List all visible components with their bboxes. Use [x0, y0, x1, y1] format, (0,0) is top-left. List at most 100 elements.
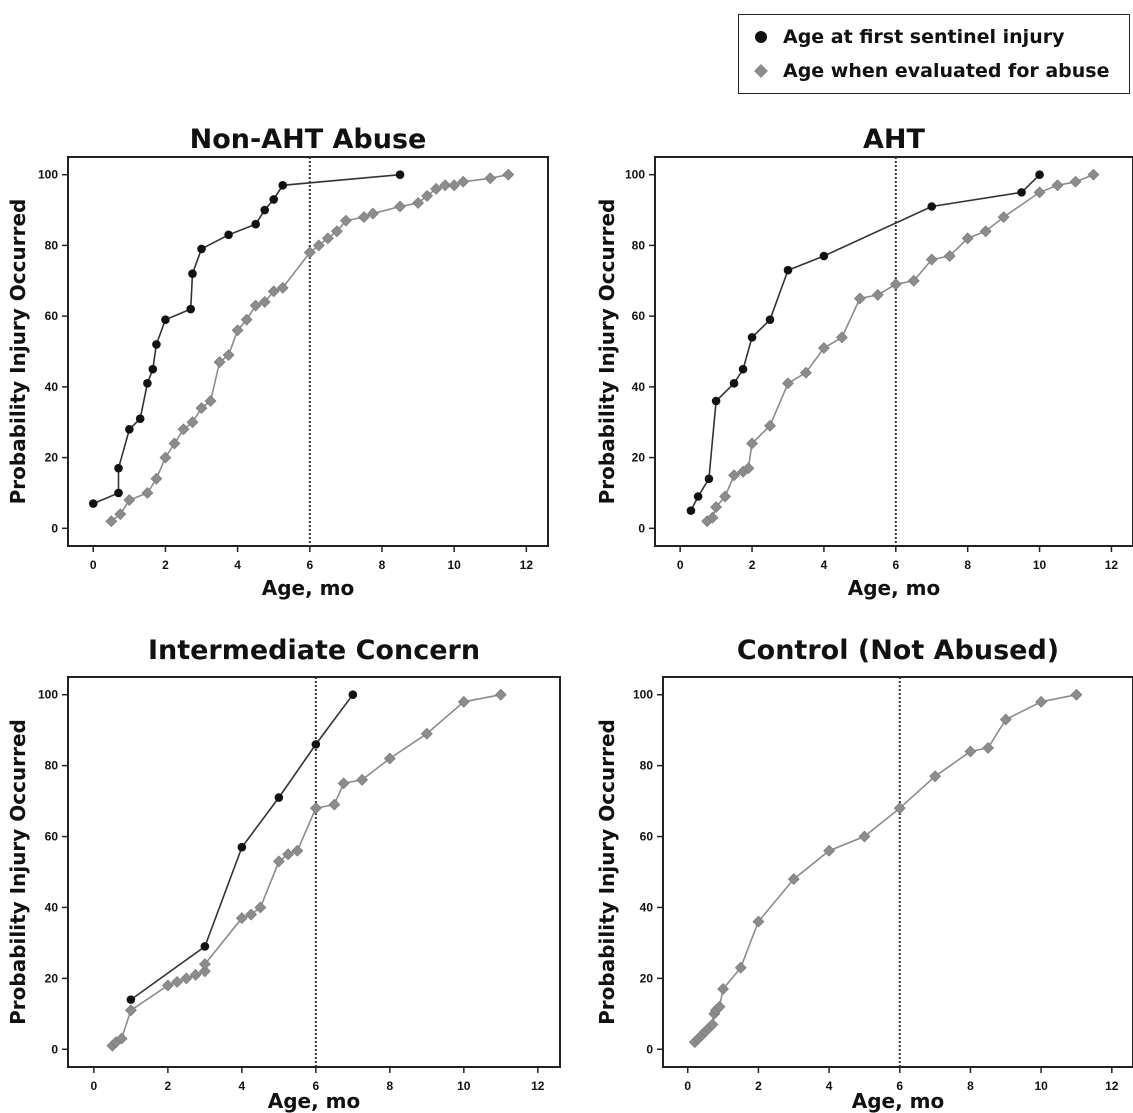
data-point-evaluated [213, 356, 226, 369]
data-point-evaluated [254, 901, 267, 914]
x-tick-label: 10 [1033, 558, 1047, 572]
data-point-evaluated [249, 299, 262, 312]
diamond-marker-icon [754, 64, 768, 78]
data-point-evaluated [240, 313, 253, 326]
data-point-sentinel [765, 315, 775, 324]
data-point-sentinel [274, 793, 284, 802]
data-point-evaluated [706, 1018, 719, 1031]
x-tick-label: 8 [967, 1079, 974, 1093]
data-point-evaluated [430, 182, 443, 195]
data-point-evaluated [964, 745, 977, 758]
data-point-evaluated [123, 494, 136, 506]
data-point-sentinel [135, 414, 145, 423]
series-line-age-at-first-sentinel-injury [690, 174, 1041, 511]
data-point-evaluated [979, 225, 992, 238]
data-point-evaluated [853, 292, 866, 305]
data-point-evaluated [141, 487, 154, 499]
data-point-sentinel [819, 251, 829, 261]
data-point-evaluated [734, 961, 747, 974]
y-tick-label: 100 [625, 168, 645, 182]
data-point-evaluated [943, 250, 956, 262]
x-tick-label: 6 [306, 558, 313, 572]
y-axis-label: Probability Injury Occurred [6, 719, 30, 1025]
x-tick-label: 4 [234, 558, 241, 572]
data-point-evaluated [198, 958, 211, 971]
data-point-sentinel [704, 474, 714, 484]
data-point-sentinel [686, 506, 696, 515]
plot-frame [654, 156, 1133, 547]
data-point-sentinel [148, 364, 158, 374]
chart-title: Non-AHT Abuse [190, 124, 427, 155]
x-tick-label: 12 [531, 1079, 545, 1093]
x-tick-label: 8 [964, 558, 971, 572]
data-point-evaluated [706, 511, 719, 524]
data-point-evaluated [177, 423, 190, 436]
data-point-evaluated [114, 508, 127, 521]
x-axis-label: Age, mo [262, 576, 355, 600]
chart-panel-non-aht-abuse: Non-AHT Abuse 0 2 4 6 8 10 12 0 20 40 60 80 100 Age, m… [6, 124, 549, 600]
y-tick-label: 60 [45, 830, 59, 844]
chart-panel-aht: AHT 0 2 4 6 8 10 12 0 20 40 60 80 100 Age, mo Probabili… [595, 124, 1133, 600]
y-tick-label: 100 [38, 168, 58, 182]
data-point-evaluated [858, 830, 871, 843]
y-tick-label: 0 [638, 521, 645, 535]
data-point-evaluated [439, 179, 452, 192]
data-point-evaluated [961, 232, 974, 245]
data-point-evaluated [997, 211, 1010, 224]
x-tick-label: 4 [826, 1079, 833, 1093]
data-point-sentinel [738, 364, 748, 374]
data-point-evaluated [1070, 688, 1083, 701]
series-line-age-when-evaluated-for-abuse [706, 173, 1094, 522]
y-tick-label: 0 [51, 521, 58, 535]
legend-item-sentinel: Age at first sentinel injury [753, 21, 1064, 53]
data-point-evaluated [823, 844, 836, 857]
x-tick-label: 10 [1034, 1079, 1048, 1093]
data-point-evaluated [871, 288, 884, 301]
data-point-evaluated [710, 501, 723, 514]
x-tick-label: 0 [684, 1079, 691, 1093]
series-line-age-at-first-sentinel-injury [92, 173, 401, 505]
data-point-evaluated [502, 168, 515, 181]
data-point-evaluated [800, 366, 812, 379]
data-point-sentinel [125, 425, 134, 434]
legend-label-evaluated: Age when evaluated for abuse [783, 60, 1110, 82]
data-point-evaluated [982, 741, 995, 754]
data-point-evaluated [195, 402, 208, 415]
data-point-evaluated [267, 285, 280, 298]
x-axis-label: Age, mo [852, 1089, 945, 1113]
x-tick-label: 10 [447, 558, 461, 572]
y-axis-label: Probability Injury Occurred [6, 199, 30, 505]
y-tick-label: 60 [632, 309, 646, 323]
data-point-evaluated [276, 281, 289, 294]
chart-title: AHT [863, 124, 925, 155]
data-point-sentinel [311, 740, 321, 749]
data-point-evaluated [356, 773, 369, 786]
data-point-evaluated [303, 246, 316, 259]
series-line-age-at-first-sentinel-injury [130, 694, 354, 1001]
data-point-evaluated [764, 419, 776, 432]
data-point-evaluated [124, 1004, 137, 1017]
x-tick-label: 2 [749, 558, 756, 572]
data-point-evaluated [383, 752, 396, 765]
x-tick-label: 4 [239, 1079, 246, 1093]
data-point-sentinel [395, 170, 405, 179]
legend-label-sentinel: Age at first sentinel injury [783, 26, 1065, 48]
data-point-sentinel [197, 244, 206, 254]
data-point-sentinel [251, 219, 260, 229]
data-point-evaluated [999, 713, 1012, 726]
y-tick-label: 60 [640, 830, 654, 844]
data-point-evaluated [330, 225, 343, 238]
x-tick-label: 2 [162, 558, 169, 572]
y-tick-label: 60 [45, 309, 59, 323]
data-point-sentinel [188, 269, 197, 279]
data-point-sentinel [152, 340, 161, 349]
data-point-evaluated [420, 727, 433, 740]
y-tick-label: 0 [646, 1042, 653, 1056]
data-point-sentinel [348, 690, 358, 700]
data-point-evaluated [1051, 179, 1064, 192]
data-point-evaluated [742, 462, 755, 475]
y-tick-label: 80 [45, 759, 59, 773]
legend-item-evaluated: Age when evaluated for abuse [753, 55, 1110, 87]
data-point-evaluated [719, 490, 732, 503]
data-point-evaluated [161, 979, 174, 992]
